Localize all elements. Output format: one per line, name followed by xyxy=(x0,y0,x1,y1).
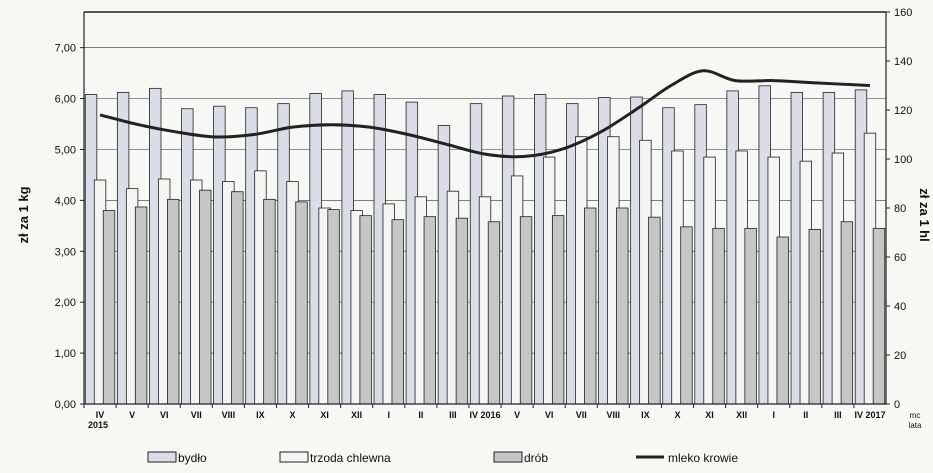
x-ticks: IV V VI VII VIII IX X XI XII I II III IV 2016 V VI VII V… xyxy=(83,404,885,420)
x-tick-label: IX xyxy=(641,410,650,420)
line-group xyxy=(99,69,871,159)
y-tick-label-right: 100 xyxy=(894,154,912,166)
x-tick-label: VIII xyxy=(607,410,621,420)
x-tick-label: I xyxy=(772,410,775,420)
bar-drob xyxy=(840,221,854,405)
legend-label-bydlo: bydło xyxy=(178,451,207,465)
bar-drob xyxy=(584,207,597,405)
y-tick-label-left: 7,00 xyxy=(55,43,76,55)
y-tick-label-right: 160 xyxy=(894,7,912,19)
x-tick-label: II xyxy=(803,410,808,420)
x-tick-label: X xyxy=(674,410,680,420)
x-tick-label: XI xyxy=(705,410,714,420)
legend-label-trzoda: trzoda chlewna xyxy=(310,451,391,465)
bar-drob xyxy=(872,227,886,405)
bar-drob xyxy=(616,207,629,405)
bar-drob xyxy=(199,189,212,405)
bar-drob xyxy=(295,201,308,405)
y-tick-label-right: 140 xyxy=(894,56,912,68)
x-unit-label-mc: mc xyxy=(910,411,921,420)
bar-drob xyxy=(102,210,116,405)
y-tick-label-left: 6,00 xyxy=(55,94,76,106)
x-tick-label: V xyxy=(514,410,520,420)
bar-drob xyxy=(808,228,821,405)
y-tick-label-right: 40 xyxy=(894,301,906,313)
legend: bydło trzoda chlewna drób mleko krowie xyxy=(147,451,738,465)
y-ticks-left: 0,00 1,00 2,00 3,00 4,00 5,00 6,00 7,00 xyxy=(55,43,84,411)
x-tick-label: IX xyxy=(256,410,265,420)
x-tick-label: X xyxy=(290,410,296,420)
x-tick-label: IV 2016 xyxy=(469,410,500,420)
x-tick-label: VII xyxy=(191,410,202,420)
bar-drob xyxy=(551,215,565,405)
bar-drob xyxy=(680,226,693,405)
y-tick-label-left: 1,00 xyxy=(55,348,76,360)
x-tick-label: I xyxy=(388,410,391,420)
bar-drob xyxy=(648,216,661,405)
x-tick-label: XII xyxy=(736,410,747,420)
x-tick-label: VI xyxy=(545,410,554,420)
y-ticks-right: 0 20 40 60 80 100 120 140 160 xyxy=(886,7,912,411)
y-tick-label-right: 20 xyxy=(894,350,906,362)
legend-swatch-trzoda xyxy=(279,451,309,463)
bar-drob xyxy=(134,206,148,405)
y-tick-label-left: 3,00 xyxy=(55,246,76,258)
y-tick-label-right: 120 xyxy=(894,105,912,117)
x-tick-label: VI xyxy=(160,410,169,420)
x-tick-label: VII xyxy=(576,410,587,420)
y-tick-label-left: 2,00 xyxy=(55,297,76,309)
x-year-label-first: 2015 xyxy=(88,420,108,430)
x-tick-label: XII xyxy=(351,410,362,420)
y-tick-label-left: 0,00 xyxy=(55,399,76,411)
x-tick-label: IV xyxy=(96,410,105,420)
x-tick-label: II xyxy=(418,410,423,420)
legend-label-mleko: mleko krowie xyxy=(668,451,738,465)
x-tick-label: IV 2017 xyxy=(854,410,885,420)
bar-drob xyxy=(231,191,244,405)
y-axis-label-left: zł za 1 kg xyxy=(16,186,31,243)
legend-swatch-bydlo xyxy=(147,451,177,463)
line-mleko-krowie xyxy=(99,69,871,159)
bar-drob xyxy=(167,198,180,405)
y-axis-label-right: zł za 1 hl xyxy=(917,188,932,241)
y-tick-label-left: 5,00 xyxy=(55,144,76,156)
bar-drob xyxy=(487,221,501,405)
y-tick-label-right: 0 xyxy=(894,399,900,411)
x-tick-label: XI xyxy=(320,410,329,420)
bars-group xyxy=(84,85,886,405)
bar-drob xyxy=(423,216,436,405)
bar-drob xyxy=(263,198,276,405)
y-tick-label-right: 80 xyxy=(894,203,906,215)
y-tick-label-right: 60 xyxy=(894,252,906,264)
bar-drob xyxy=(455,217,469,405)
x-tick-label: III xyxy=(449,410,457,420)
x-tick-label: V xyxy=(129,410,135,420)
bar-drob xyxy=(776,236,789,405)
bar-drob xyxy=(327,209,340,405)
bar-drob xyxy=(712,227,725,405)
bar-drob xyxy=(359,215,372,405)
x-unit-label-lata: lata xyxy=(909,421,922,430)
x-tick-label: VIII xyxy=(222,410,236,420)
y-tick-label-left: 4,00 xyxy=(55,195,76,207)
bar-drob xyxy=(391,219,404,405)
bar-drob xyxy=(519,216,533,405)
legend-swatch-drob xyxy=(493,451,523,463)
legend-label-drob: drób xyxy=(524,451,548,465)
x-tick-label: III xyxy=(834,410,842,420)
bar-drob xyxy=(744,227,757,405)
